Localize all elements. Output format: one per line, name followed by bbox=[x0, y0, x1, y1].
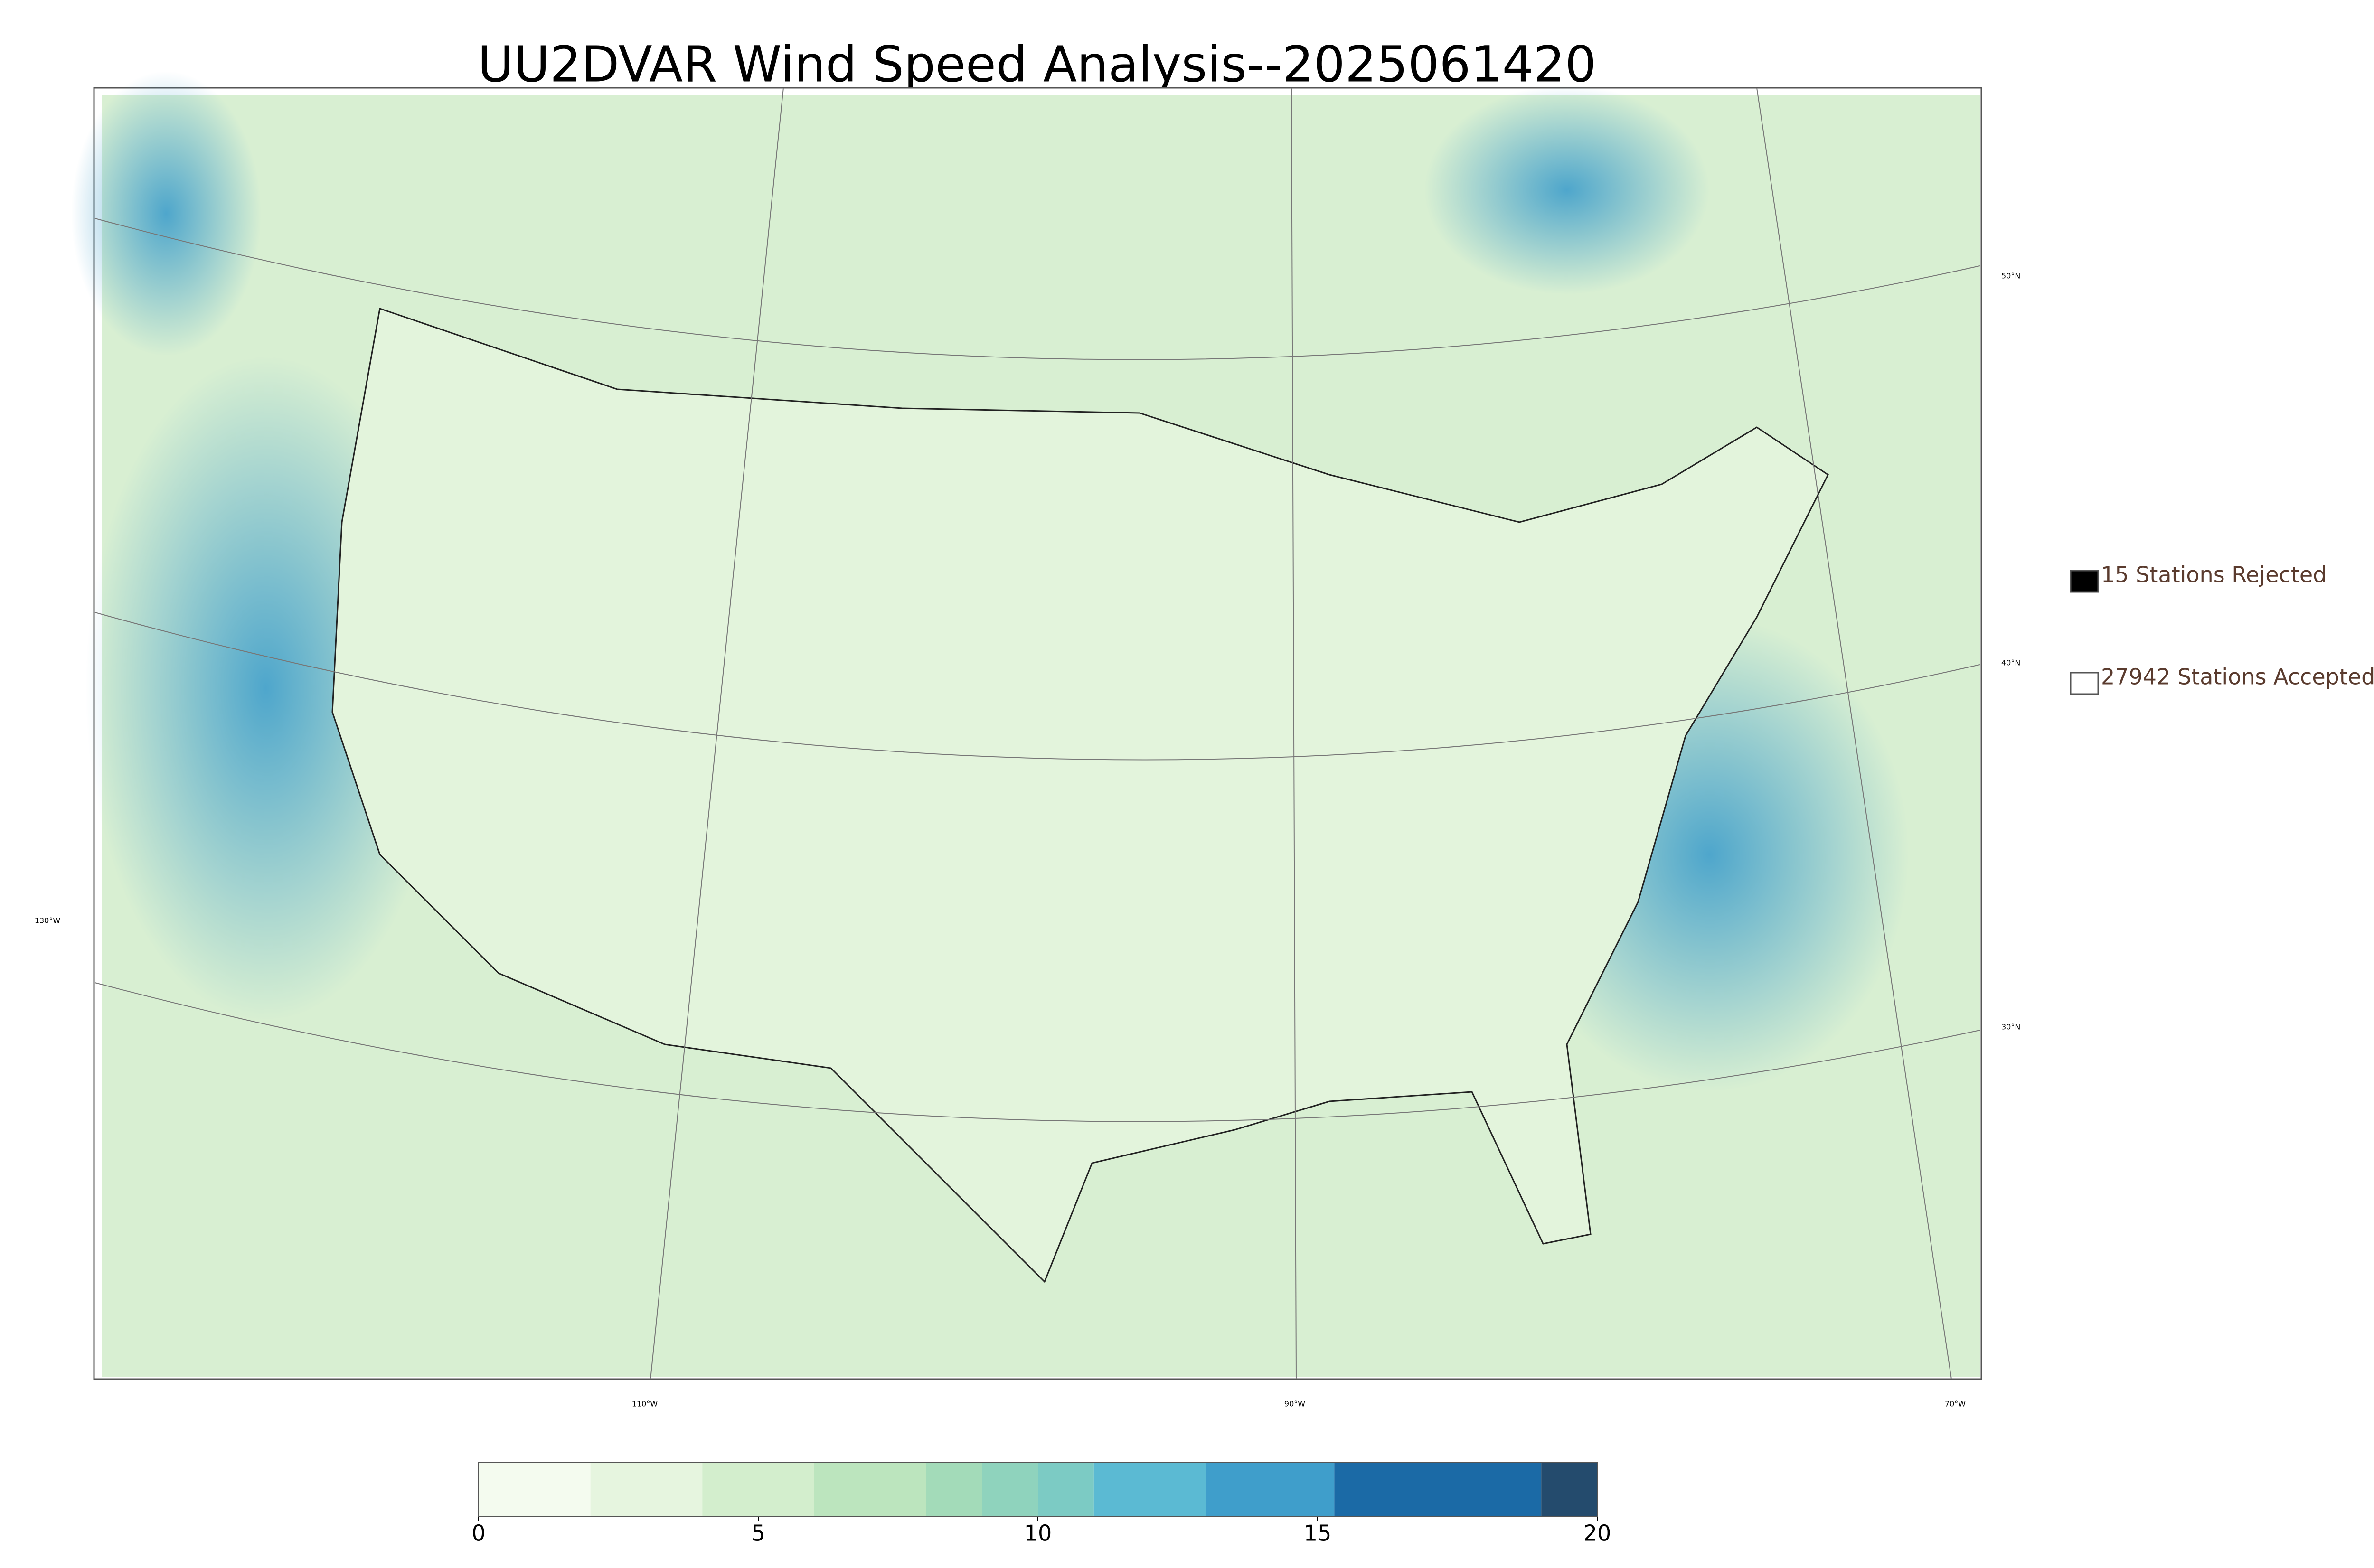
lon-label: 70°W bbox=[1945, 1399, 1966, 1408]
legend-label: 27942 Stations Accepted bbox=[2101, 664, 2374, 690]
wind-area bbox=[1424, 85, 1709, 294]
colorbar-segment bbox=[1038, 1463, 1094, 1517]
colorbar-tick-label: 10 bbox=[1024, 1521, 1052, 1546]
parallel bbox=[94, 982, 1980, 1122]
meridian bbox=[650, 87, 784, 1380]
lat-label: 50°N bbox=[2001, 272, 2020, 281]
colorbar-segment bbox=[1206, 1463, 1335, 1517]
lon-label: 110°W bbox=[632, 1399, 658, 1408]
colorbar-segment bbox=[702, 1463, 814, 1517]
land-outline bbox=[331, 308, 1829, 1283]
meridian bbox=[1291, 87, 1297, 1380]
colorbar-tick-label: 0 bbox=[471, 1521, 485, 1546]
legend-swatch bbox=[2070, 570, 2099, 593]
colorbar-segment bbox=[982, 1463, 1038, 1517]
colorbar-segment bbox=[479, 1463, 591, 1517]
wind-area bbox=[71, 71, 261, 356]
legend-swatch bbox=[2070, 672, 2099, 695]
colorbar-segment bbox=[1093, 1463, 1206, 1517]
legend-label: 15 Stations Rejected bbox=[2101, 562, 2327, 588]
parallel bbox=[94, 612, 1980, 761]
colorbar-tick-label: 20 bbox=[1583, 1521, 1611, 1546]
map bbox=[71, 71, 1982, 1380]
lat-label: 30°N bbox=[2001, 1023, 2020, 1032]
meridian bbox=[1756, 87, 1952, 1380]
colorbar-segment bbox=[590, 1463, 703, 1517]
colorbar-segment bbox=[814, 1463, 926, 1517]
colorbar-tick-label: 15 bbox=[1304, 1521, 1332, 1546]
colorbar-tick-label: 5 bbox=[751, 1521, 765, 1546]
parallel bbox=[94, 218, 1980, 360]
map-title: UU2DVAR Wind Speed Analysis--2025061420 bbox=[478, 35, 1596, 93]
colorbar-segment bbox=[926, 1463, 982, 1517]
colorbar-segment bbox=[1541, 1463, 1597, 1517]
colorbar-segment bbox=[1334, 1463, 1542, 1517]
lon-label: 90°W bbox=[1284, 1399, 1305, 1408]
lat-label: 40°N bbox=[2001, 658, 2020, 667]
lon-label: 130°W bbox=[35, 916, 61, 925]
